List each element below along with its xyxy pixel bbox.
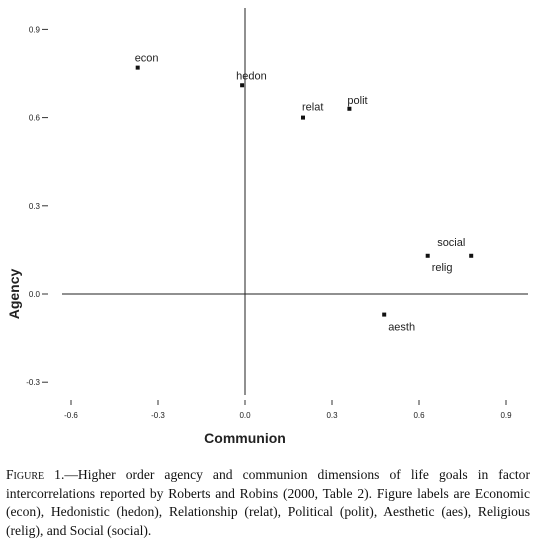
data-point-relig — [425, 253, 430, 258]
x-tick-label: 0.9 — [500, 411, 512, 420]
data-label-econ: econ — [135, 53, 159, 65]
y-tick-label: 0.9 — [29, 25, 41, 34]
data-label-aesth: aesth — [388, 322, 415, 334]
x-tick-label: 0.6 — [413, 411, 425, 420]
data-point-aesth — [382, 312, 387, 317]
y-tick-label: 0.0 — [29, 290, 41, 299]
data-point-relat — [301, 115, 305, 120]
scatter-chart: -0.6 -0.3 0.0 0.3 0.6 0.9 0.9 0.6 0.3 0.0 -0.3 eco… — [6, 8, 528, 446]
data-label-polit: polit — [347, 95, 367, 107]
x-tick-label: 0.0 — [239, 411, 251, 420]
data-label-relig: relig — [432, 262, 453, 274]
y-tick-label: 0.6 — [29, 114, 41, 123]
x-tick-label: 0.3 — [326, 411, 338, 420]
data-label-relat: relat — [302, 102, 323, 114]
axes — [62, 8, 528, 395]
x-axis-title: Communion — [204, 430, 286, 446]
figure-caption: Figure 1.—Higher order agency and commun… — [6, 466, 530, 540]
data-point-polit — [347, 106, 352, 111]
ticks: -0.6 -0.3 0.0 0.3 0.6 0.9 0.9 0.6 0.3 0.0 -0.3 — [26, 25, 512, 420]
figure-label: Figure 1 — [6, 467, 61, 482]
y-tick-label: 0.3 — [29, 202, 41, 211]
x-tick-label: -0.6 — [64, 411, 78, 420]
data-point-hedon — [240, 83, 245, 88]
data-point-econ — [135, 65, 140, 70]
data-label-social: social — [437, 237, 465, 249]
data-point-social — [469, 253, 474, 258]
caption-text: .—Higher order agency and communion dime… — [6, 467, 530, 538]
x-tick-label: -0.3 — [151, 411, 165, 420]
data-label-hedon: hedon — [236, 70, 267, 82]
data-points: econ hedon relat polit social relig aesth — [135, 53, 474, 334]
y-tick-label: -0.3 — [26, 378, 40, 387]
y-axis-title: Agency — [6, 269, 22, 320]
